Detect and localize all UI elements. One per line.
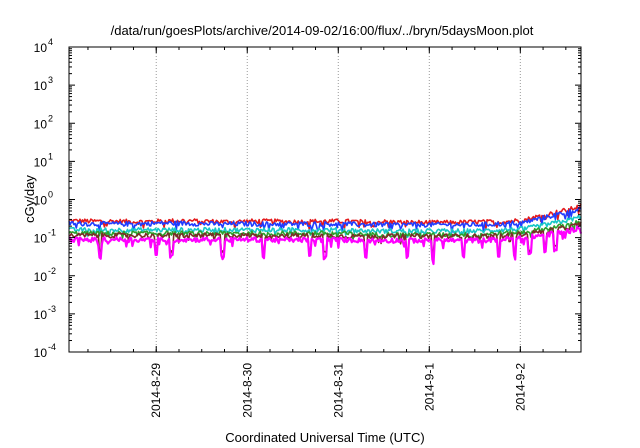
y-tick-label: 10: [34, 79, 48, 93]
y-tick-label: 10: [34, 308, 48, 322]
y-tick-label: 10: [34, 194, 48, 208]
y-tick-exponent: -3: [48, 304, 56, 314]
y-tick-label: 10: [34, 41, 48, 55]
y-axis-label: cGy/day: [22, 175, 37, 223]
y-tick-exponent: 2: [48, 113, 53, 123]
series-line: [68, 206, 582, 234]
series-layer: [68, 203, 583, 266]
series-line: [68, 225, 583, 266]
y-tick-exponent: 3: [48, 75, 53, 85]
series-line: [68, 221, 582, 257]
y-tick-label: 10: [34, 232, 48, 246]
x-tick-label: 2014-9-2: [513, 363, 527, 411]
y-tick-exponent: -2: [48, 266, 56, 276]
y-tick-label: 10: [34, 155, 48, 169]
x-axis-label: Coordinated Universal Time (UTC): [225, 430, 424, 445]
x-tick-label: 2014-8-30: [240, 363, 254, 418]
x-tick-label: 2014-8-31: [331, 363, 345, 418]
chart-title: /data/run/goesPlots/archive/2014-09-02/1…: [111, 23, 534, 38]
y-tick-exponent: -1: [48, 228, 56, 238]
y-tick-label: 10: [34, 117, 48, 131]
plot-frame: [68, 46, 582, 353]
grid-layer: [155, 47, 521, 352]
y-tick-exponent: 4: [48, 37, 53, 47]
x-tick-label: 2014-8-29: [149, 363, 163, 418]
y-tick-label: 10: [34, 270, 48, 284]
x-tick-label: 2014-9-1: [422, 363, 436, 411]
y-tick-exponent: 0: [48, 190, 53, 200]
y-tick-exponent: -4: [48, 342, 56, 352]
y-tick-exponent: 1: [48, 151, 53, 161]
y-tick-label: 10: [34, 346, 48, 360]
series-line: [68, 214, 582, 240]
